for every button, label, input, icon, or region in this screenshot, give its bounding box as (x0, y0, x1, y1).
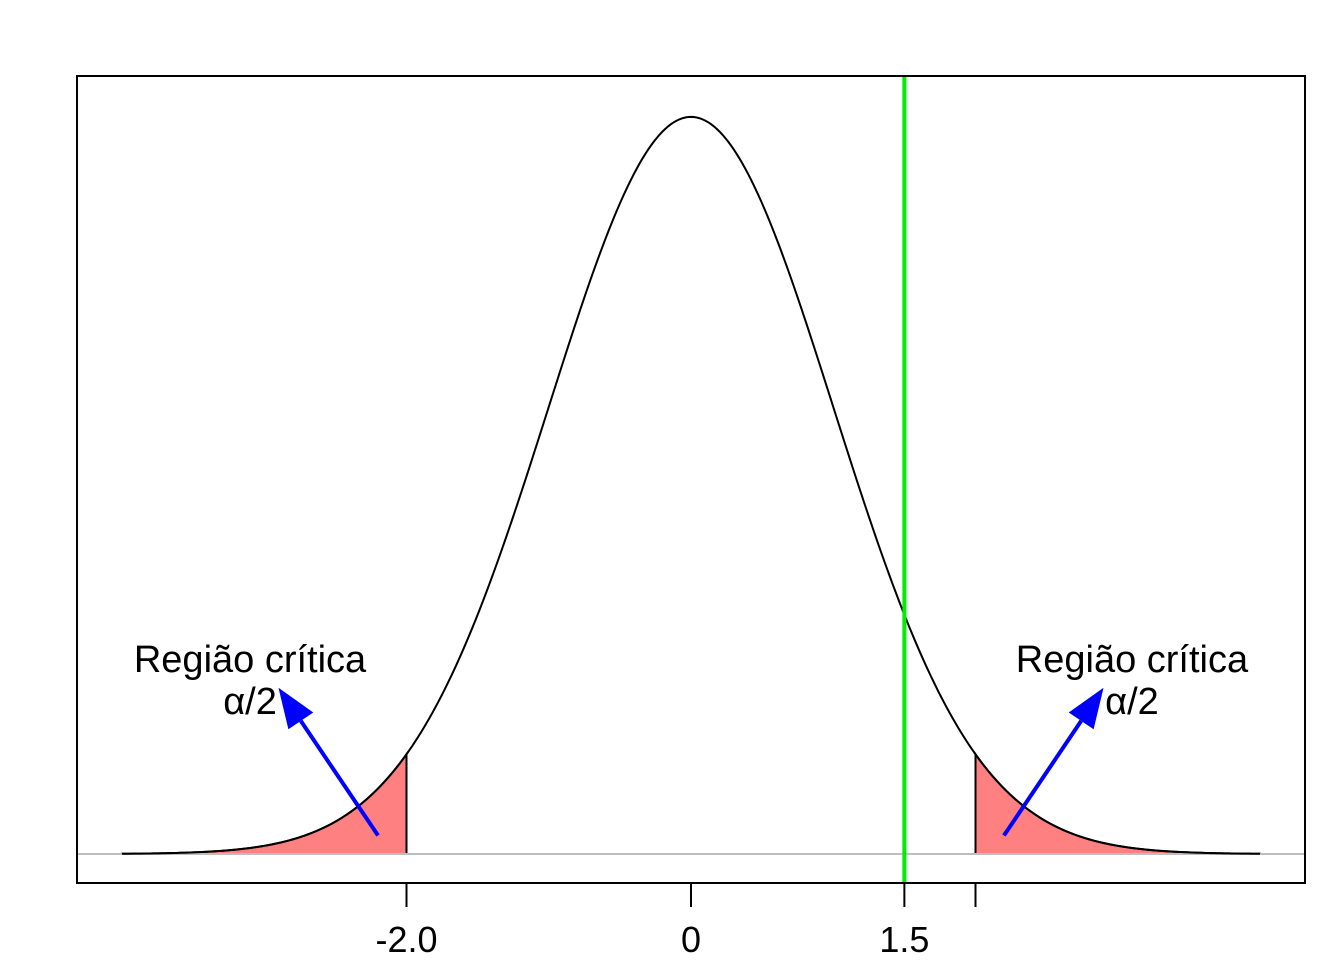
arrow-left-shaft (299, 719, 380, 837)
x-tick-label: 1.5 (879, 919, 929, 960)
critical-region-right (974, 751, 1261, 855)
annotation-left-line2: α/2 (223, 681, 277, 723)
annotation-right-line1: Região crítica (1016, 639, 1249, 681)
annotation-right-line2: α/2 (1105, 681, 1159, 723)
annotation-left-line1: Região crítica (134, 639, 367, 681)
density-curve (121, 115, 1261, 855)
critical-region-left (121, 751, 408, 855)
arrow-left-head (278, 687, 314, 730)
arrow-right-head (1068, 687, 1104, 730)
arrow-right-shaft (1002, 719, 1083, 837)
x-tick-label: -2.0 (375, 919, 437, 960)
x-tick-label: 0 (681, 919, 701, 960)
plot-frame (76, 75, 1306, 884)
